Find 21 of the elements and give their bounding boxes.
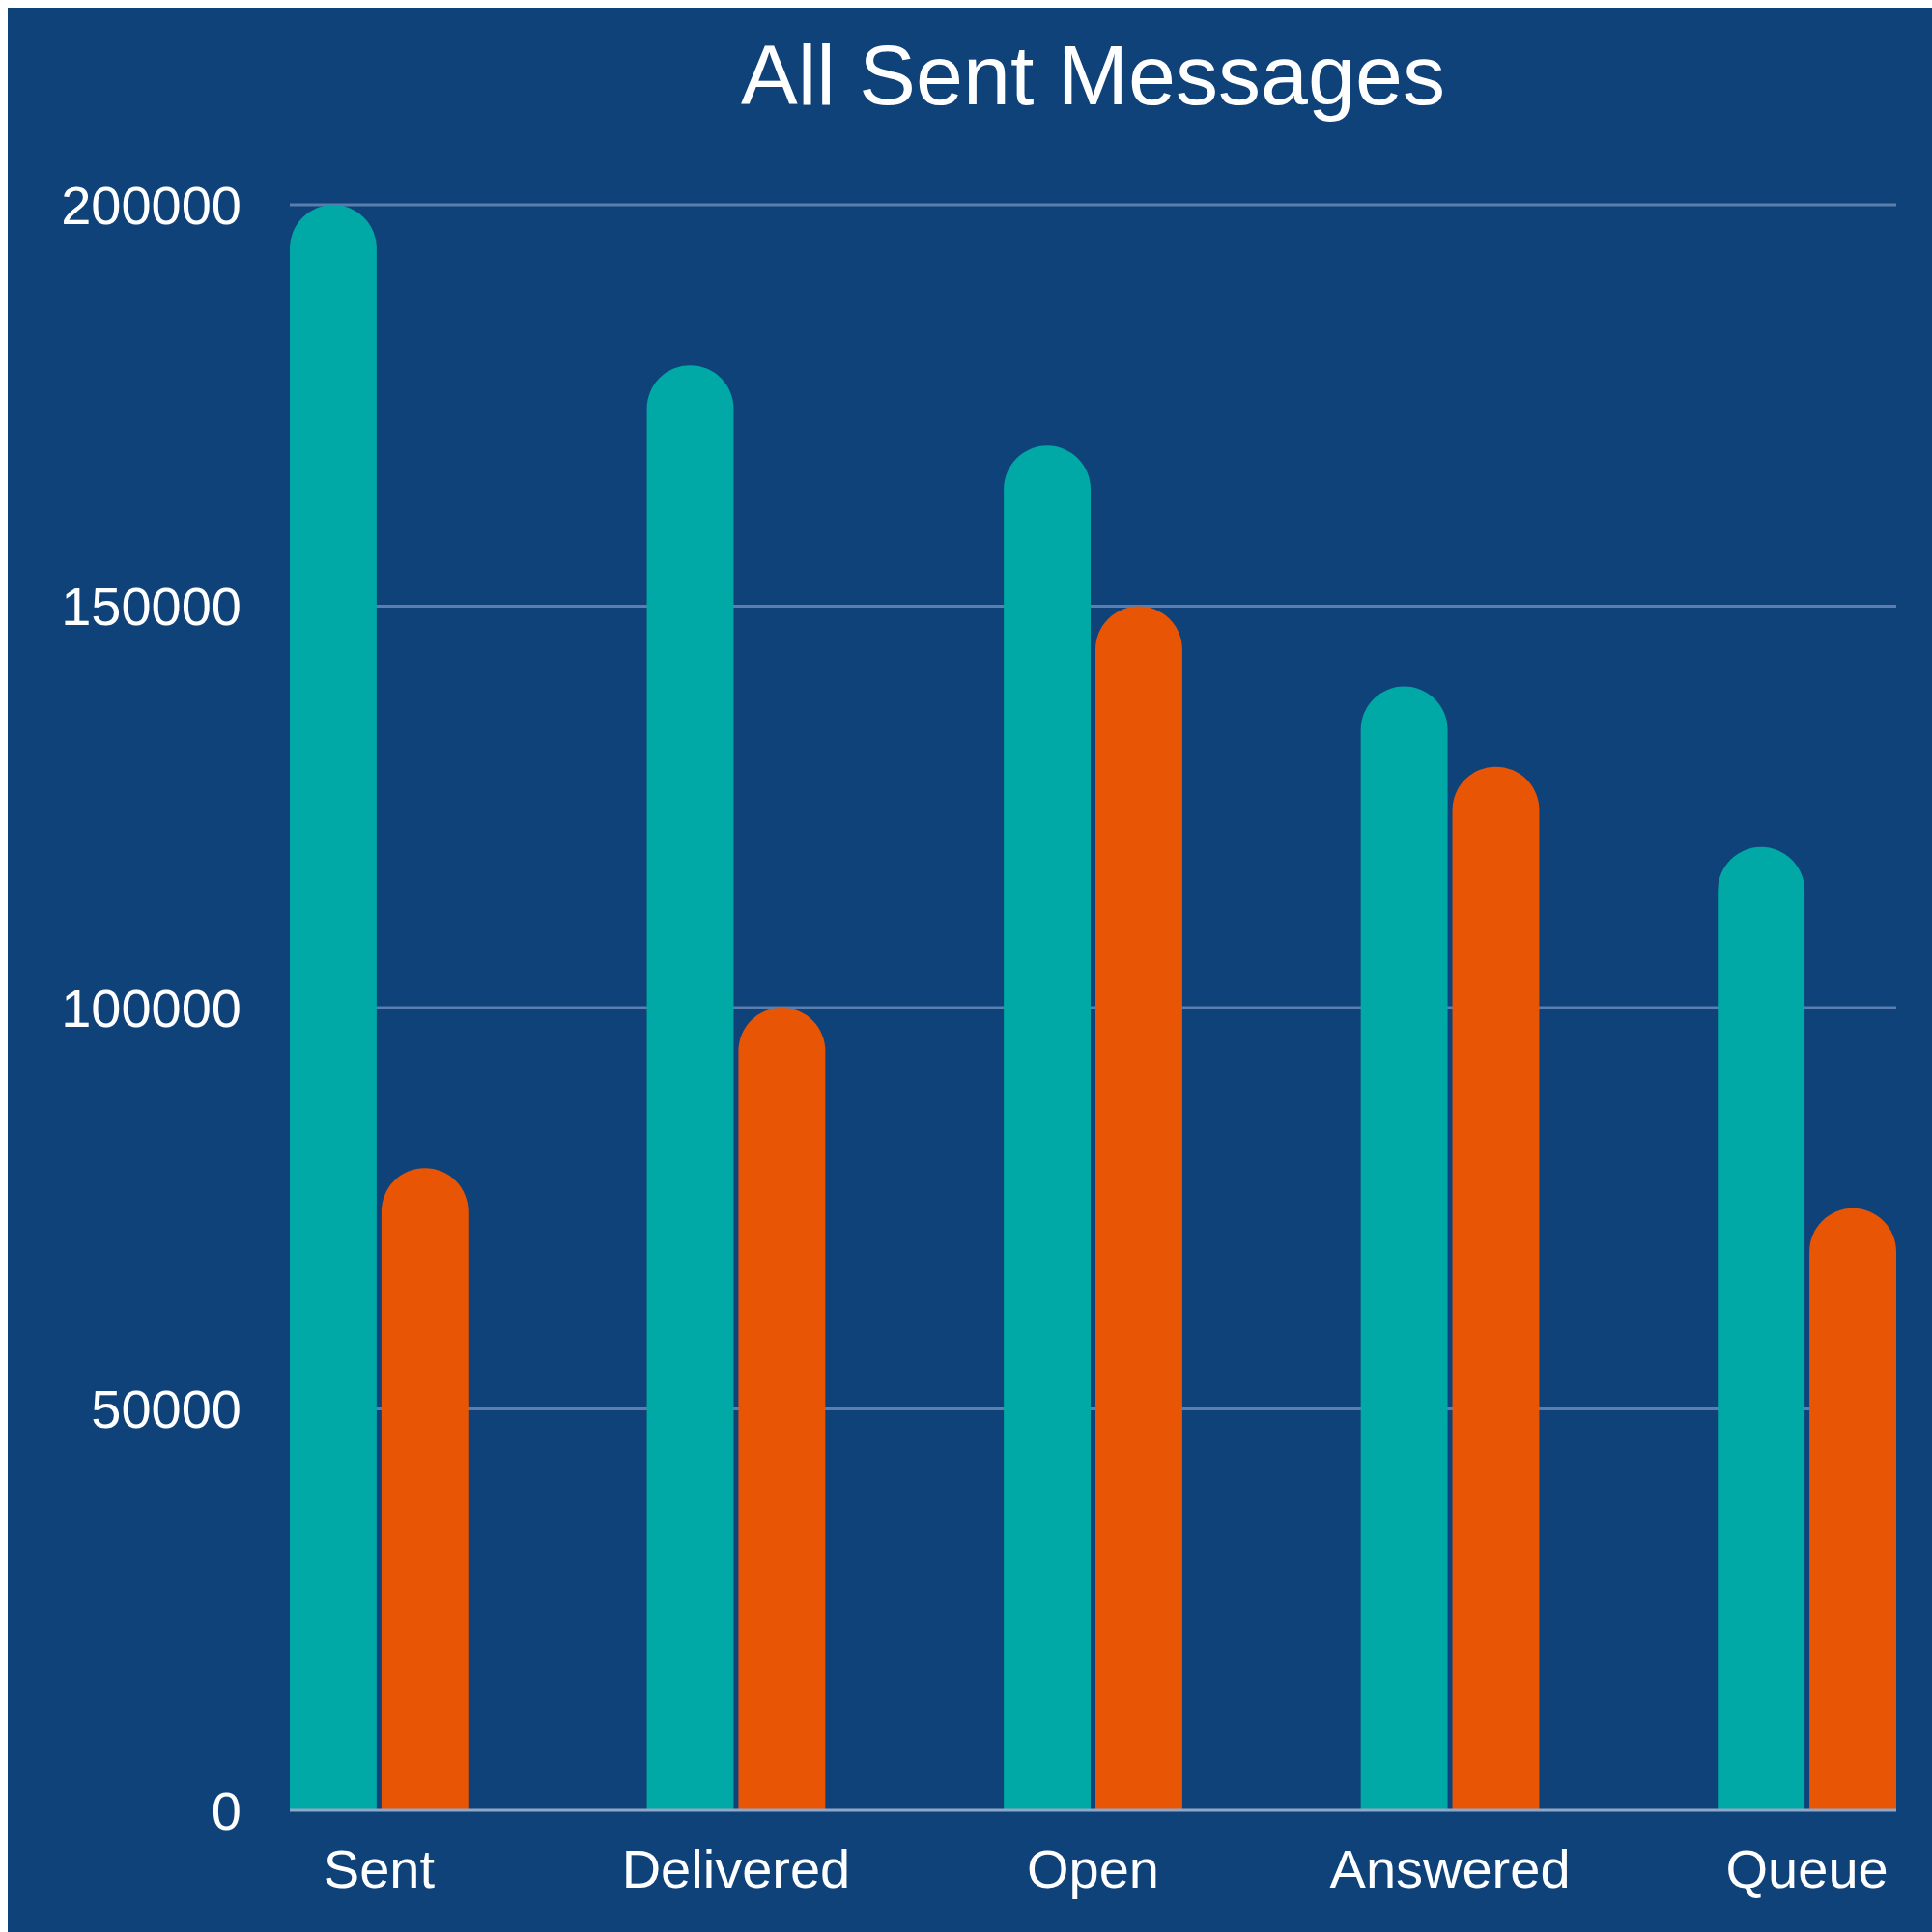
chart-title: All Sent Messages [741,27,1445,123]
x-tick-label: Sent [323,1838,436,1899]
y-tick-label: 0 [211,1779,242,1841]
bar [381,1168,469,1810]
x-tick-label: Answered [1329,1838,1571,1899]
x-tick-label: Queue [1725,1838,1889,1899]
y-tick-label: 50000 [91,1378,242,1440]
bar [1004,445,1091,1810]
bar [646,365,734,1810]
bar [1809,1208,1896,1810]
x-tick-label: Open [1027,1838,1159,1899]
y-tick-label: 150000 [61,576,242,638]
y-tick-label: 200000 [61,174,242,236]
bar [1095,606,1182,1810]
x-tick-label: Delivered [621,1838,851,1899]
bar [290,205,377,1810]
bar [1452,766,1540,1810]
bar [1360,686,1448,1810]
bar [738,1008,826,1810]
y-tick-label: 100000 [61,977,242,1038]
bar [1718,846,1805,1810]
